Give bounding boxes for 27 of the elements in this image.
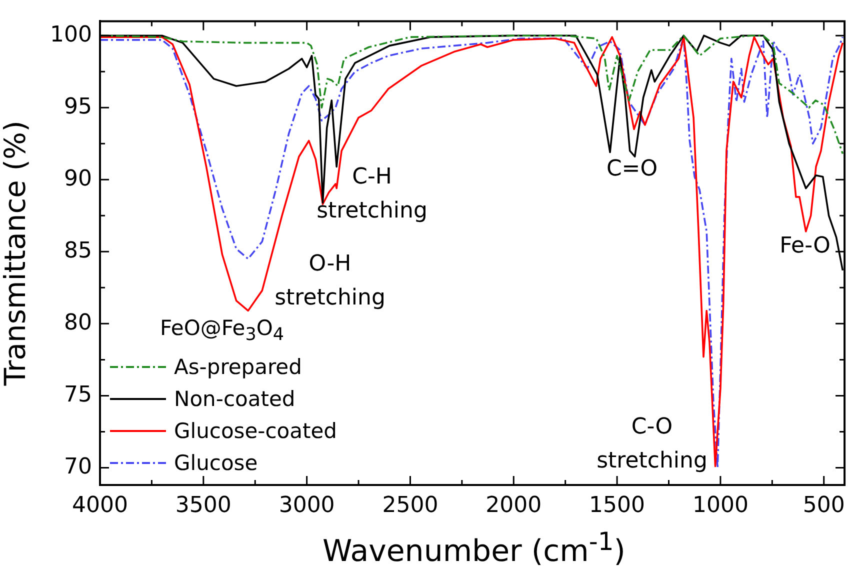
y-tick-label: 75 xyxy=(64,382,92,408)
y-tick-label: 95 xyxy=(64,94,92,120)
y-axis-title: Transmittance (%) xyxy=(0,120,32,387)
legend-label: Non-coated xyxy=(174,386,296,414)
y-tick-label: 90 xyxy=(64,166,92,192)
annotation: C-H stretching xyxy=(316,164,428,224)
annotation: C-O stretching xyxy=(596,414,708,474)
x-tick-label: 3000 xyxy=(278,492,335,518)
x-tick-label: 1500 xyxy=(589,492,646,518)
x-tick-label: 4000 xyxy=(72,492,128,518)
x-tick-label: 3500 xyxy=(175,492,232,518)
y-tick-label: 80 xyxy=(64,310,92,336)
annotation: C=O xyxy=(606,156,658,182)
x-tick-label: 500 xyxy=(802,492,845,518)
x-tick-label: 2000 xyxy=(486,492,542,518)
annotation: Fe-O xyxy=(780,234,830,259)
x-axis-title: Wavenumber (cm$^{-1}$) xyxy=(321,526,627,566)
legend-title: FeO@Fe$_{3}$O$_{4}$ xyxy=(159,315,286,348)
y-tick-label: 100 xyxy=(50,22,92,48)
legend-label: Glucose xyxy=(174,450,258,478)
y-tick-label: 70 xyxy=(64,454,92,480)
legend-label: As-prepared xyxy=(174,354,302,382)
legend-label: Glucose-coated xyxy=(174,418,337,446)
y-tick-label: 85 xyxy=(64,238,92,264)
x-tick-label: 2500 xyxy=(382,492,438,518)
annotation: O-H stretching xyxy=(274,252,386,311)
x-tick-label: 1000 xyxy=(692,492,748,518)
